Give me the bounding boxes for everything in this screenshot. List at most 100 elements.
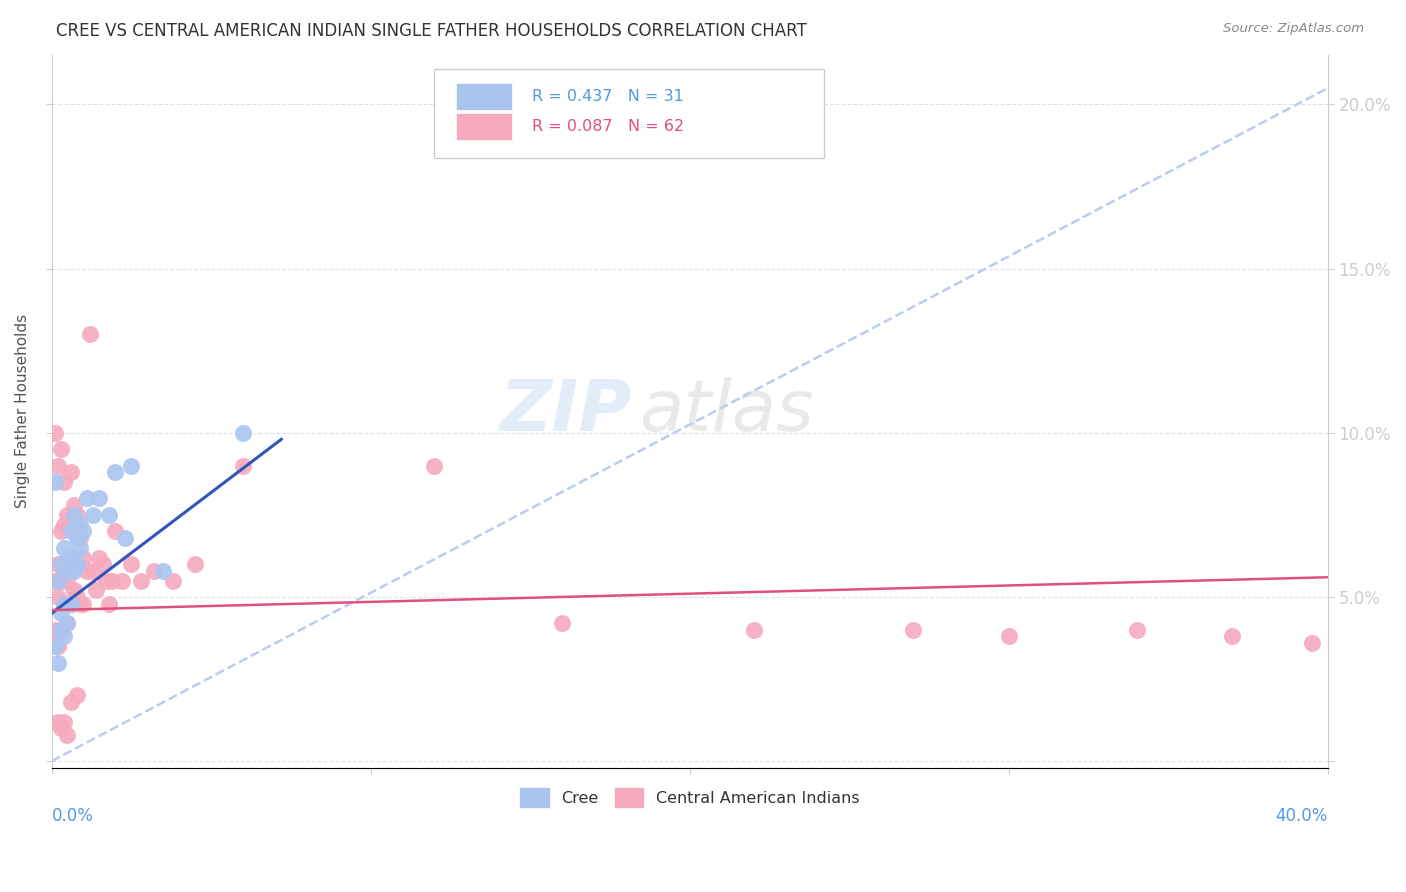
Point — [44, 425, 66, 440]
Legend: Cree, Central American Indians: Cree, Central American Indians — [513, 782, 866, 814]
Point — [232, 425, 254, 440]
Point — [69, 517, 91, 532]
Point — [1125, 623, 1147, 637]
Point — [152, 564, 174, 578]
Point — [49, 623, 72, 637]
Point — [79, 327, 101, 342]
Text: ZIP: ZIP — [501, 377, 633, 446]
Point — [53, 597, 76, 611]
Point — [49, 623, 72, 637]
Point — [59, 550, 82, 565]
Point — [59, 695, 82, 709]
Point — [56, 508, 79, 522]
Point — [53, 475, 76, 489]
Point — [76, 564, 98, 578]
Point — [46, 458, 69, 473]
Point — [120, 557, 142, 571]
Point — [53, 629, 76, 643]
Point — [72, 524, 94, 539]
Point — [44, 639, 66, 653]
Point — [56, 728, 79, 742]
Point — [53, 714, 76, 729]
Point — [1220, 629, 1243, 643]
Point — [49, 442, 72, 457]
Point — [49, 524, 72, 539]
Point — [63, 583, 86, 598]
Point — [742, 623, 765, 637]
Point — [104, 524, 127, 539]
Point — [49, 557, 72, 571]
Text: 40.0%: 40.0% — [1275, 807, 1329, 825]
Point — [101, 574, 124, 588]
Point — [82, 564, 104, 578]
Point — [46, 574, 69, 588]
Point — [56, 616, 79, 631]
Point — [903, 623, 925, 637]
Point — [56, 564, 79, 578]
Point — [46, 656, 69, 670]
Point — [69, 597, 91, 611]
Point — [72, 597, 94, 611]
Text: CREE VS CENTRAL AMERICAN INDIAN SINGLE FATHER HOUSEHOLDS CORRELATION CHART: CREE VS CENTRAL AMERICAN INDIAN SINGLE F… — [56, 22, 807, 40]
Point — [46, 590, 69, 604]
Point — [98, 508, 121, 522]
Point — [44, 475, 66, 489]
Point — [53, 564, 76, 578]
Point — [66, 689, 89, 703]
Point — [142, 564, 165, 578]
Point — [111, 574, 134, 588]
Text: atlas: atlas — [638, 377, 813, 446]
Point — [53, 541, 76, 555]
Point — [998, 629, 1021, 643]
Point — [66, 590, 89, 604]
Point — [91, 557, 114, 571]
Point — [69, 541, 91, 555]
Point — [44, 623, 66, 637]
Point — [56, 616, 79, 631]
Point — [423, 458, 446, 473]
Point — [89, 550, 111, 565]
Point — [49, 607, 72, 621]
Point — [63, 508, 86, 522]
Point — [66, 508, 89, 522]
Point — [98, 597, 121, 611]
Point — [63, 550, 86, 565]
Point — [46, 639, 69, 653]
Point — [63, 498, 86, 512]
Y-axis label: Single Father Households: Single Father Households — [15, 314, 30, 508]
Point — [59, 597, 82, 611]
Point — [162, 574, 184, 588]
Text: 0.0%: 0.0% — [52, 807, 93, 825]
Point — [551, 616, 574, 631]
Point — [114, 531, 136, 545]
Point — [44, 574, 66, 588]
Point — [82, 508, 104, 522]
Point — [56, 574, 79, 588]
FancyBboxPatch shape — [457, 114, 512, 138]
Point — [69, 531, 91, 545]
FancyBboxPatch shape — [457, 85, 512, 109]
Point — [184, 557, 207, 571]
Point — [66, 557, 89, 571]
Point — [1301, 636, 1323, 650]
Point — [66, 557, 89, 571]
Point — [104, 465, 127, 479]
Point — [129, 574, 152, 588]
Point — [76, 491, 98, 506]
Text: Source: ZipAtlas.com: Source: ZipAtlas.com — [1223, 22, 1364, 36]
Text: R = 0.087   N = 62: R = 0.087 N = 62 — [531, 119, 683, 134]
Point — [120, 458, 142, 473]
Point — [89, 491, 111, 506]
Point — [232, 458, 254, 473]
Point — [72, 550, 94, 565]
Text: R = 0.437   N = 31: R = 0.437 N = 31 — [531, 89, 683, 104]
Point — [53, 517, 76, 532]
Point — [59, 465, 82, 479]
Point — [59, 564, 82, 578]
Point — [66, 531, 89, 545]
Point — [63, 564, 86, 578]
Point — [46, 714, 69, 729]
Point — [94, 574, 117, 588]
Point — [49, 721, 72, 735]
Point — [84, 583, 107, 598]
